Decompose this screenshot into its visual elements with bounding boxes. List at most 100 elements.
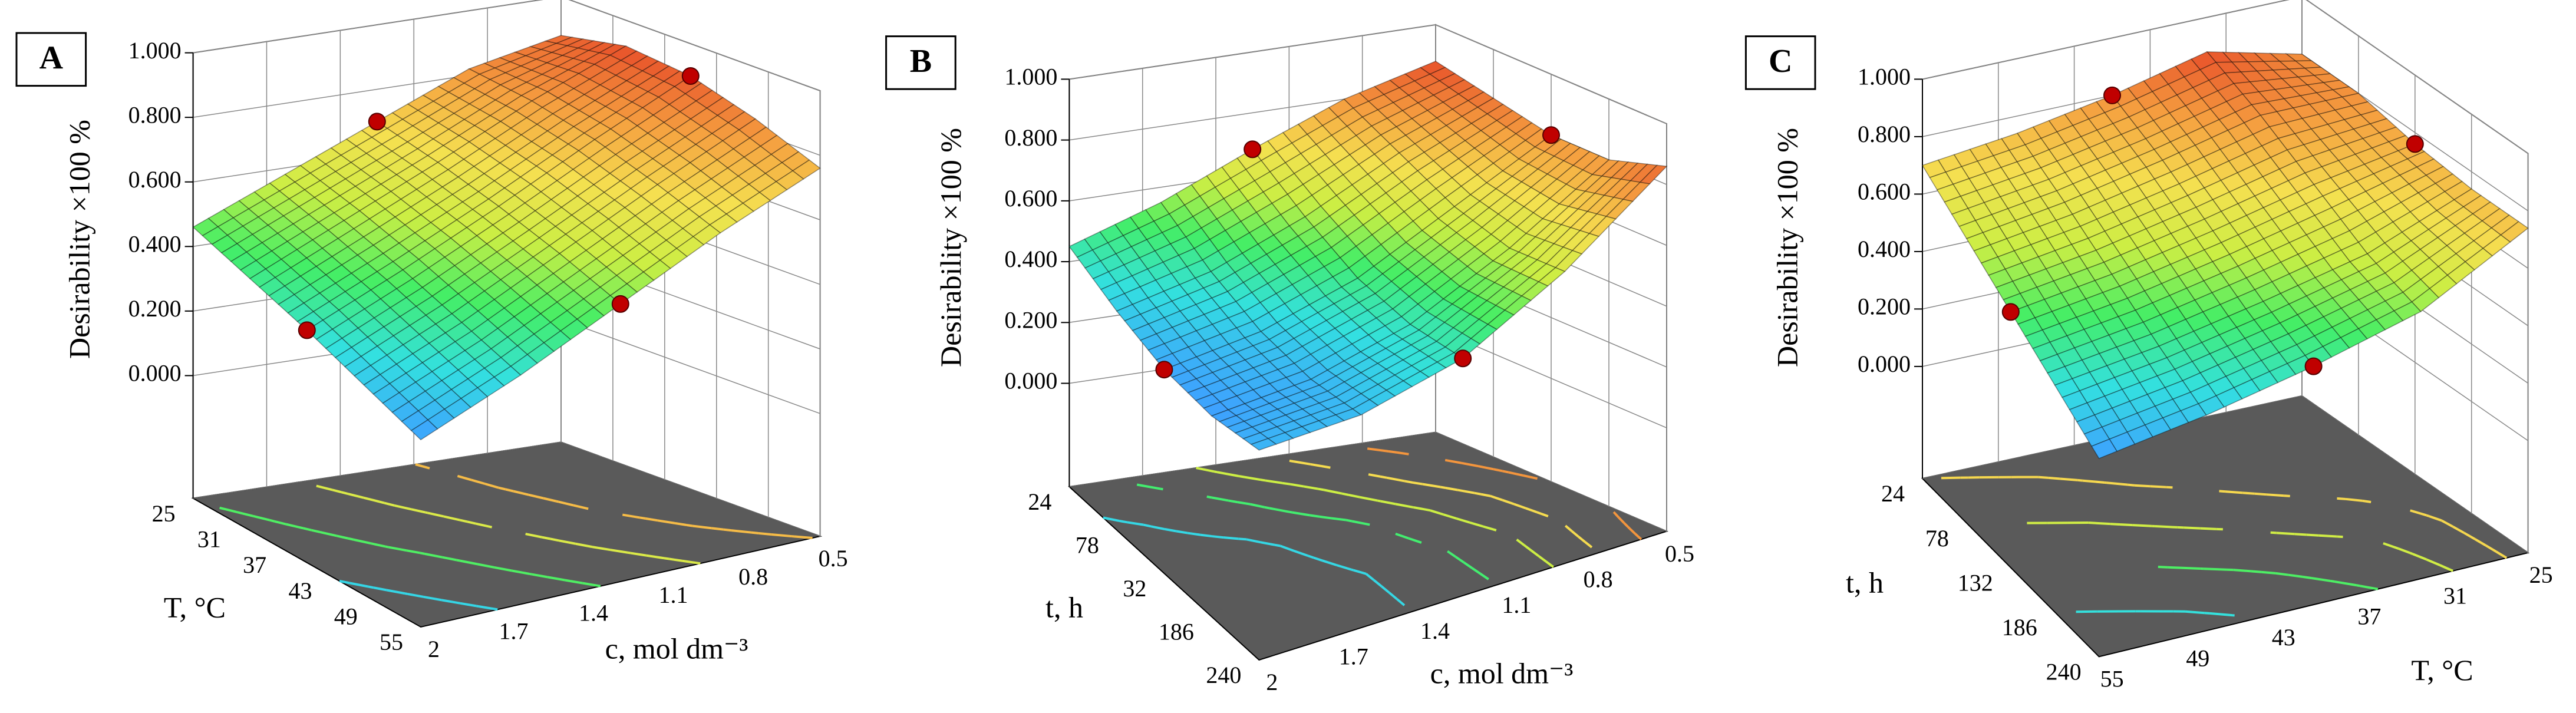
z-tick-label: 0.400 <box>128 230 182 257</box>
contour <box>2410 509 2427 517</box>
x-tick-label: 37 <box>243 552 266 578</box>
design-point <box>2103 86 2121 104</box>
panel-label: B <box>910 43 932 80</box>
contour <box>1612 511 1620 519</box>
y-tick-label: 55 <box>2100 666 2124 692</box>
contour <box>238 511 253 517</box>
contour <box>2209 612 2233 617</box>
contour <box>674 521 687 526</box>
contour <box>542 536 551 540</box>
contour <box>645 554 665 560</box>
y-tick-label: 49 <box>2186 645 2209 671</box>
design-point <box>611 295 629 313</box>
contour <box>316 484 333 491</box>
contour <box>1239 475 1261 481</box>
contour <box>1196 467 1215 473</box>
contour <box>415 463 430 470</box>
x-axis-label: t, h <box>1045 590 1083 623</box>
contour <box>2106 481 2128 486</box>
contour <box>2185 610 2205 615</box>
contour <box>319 530 338 537</box>
surface-cell <box>2109 431 2136 452</box>
grid-line <box>1922 0 2529 154</box>
contour <box>1353 569 1367 575</box>
contour <box>1525 507 1538 514</box>
y-tick-label: 1.4 <box>579 600 608 626</box>
contour <box>2038 476 2049 479</box>
contour <box>1628 527 1637 535</box>
contour <box>1348 493 1360 499</box>
contour <box>2132 524 2152 527</box>
surface-cell <box>2429 274 2458 299</box>
contour <box>2060 477 2078 481</box>
y-tick-label: 1.7 <box>1339 643 1368 669</box>
y-tick-label: 0.5 <box>1665 540 1694 567</box>
z-tick-label: 0.200 <box>1004 306 1057 333</box>
contour <box>575 542 593 549</box>
contour <box>1444 486 1458 491</box>
contour <box>385 545 388 549</box>
y-tick-label: 2 <box>1266 669 1278 695</box>
contour <box>592 546 611 552</box>
z-tick-label: 0.000 <box>1858 351 1911 377</box>
contour <box>758 532 771 536</box>
contour <box>373 586 387 592</box>
contour <box>1523 544 1532 552</box>
contour <box>1380 500 1396 506</box>
contour <box>692 524 712 530</box>
z-axis-label: Desirability ×100 % <box>934 128 967 367</box>
contour <box>2088 521 2110 526</box>
z-tick-label: 0.800 <box>1004 124 1057 151</box>
contour <box>1150 525 1165 530</box>
contour <box>476 522 493 529</box>
surface-cell <box>460 387 489 408</box>
contour <box>384 501 395 507</box>
contour <box>1502 470 1509 474</box>
contour <box>1462 461 1479 468</box>
contour <box>1176 530 1188 534</box>
y-tick-label: 0.8 <box>1584 566 1613 592</box>
contour <box>529 572 533 576</box>
design-point <box>1155 361 1173 379</box>
contour <box>1321 464 1331 469</box>
contour <box>1545 560 1555 568</box>
contour <box>1223 536 1239 540</box>
contour <box>2428 514 2442 522</box>
contour <box>2356 584 2360 587</box>
design-point <box>1454 349 1472 368</box>
contour <box>731 529 751 534</box>
contour <box>2225 490 2243 494</box>
contour <box>1502 499 1515 506</box>
x-tick-label: 186 <box>2002 614 2037 641</box>
contour <box>219 506 237 513</box>
x-axis-label: T, °C <box>164 590 226 623</box>
contour <box>1318 487 1324 491</box>
contour <box>253 514 271 521</box>
x-tick-label: 43 <box>288 577 312 604</box>
x-tick-label: 132 <box>1958 569 1993 596</box>
contour <box>2082 479 2105 484</box>
x-tick-label: 240 <box>1206 662 1241 688</box>
x-tick-label: 49 <box>334 603 358 629</box>
contour <box>1396 598 1406 606</box>
contour <box>404 592 408 595</box>
contour <box>2306 533 2319 537</box>
contour <box>1319 515 1331 520</box>
contour <box>1413 506 1431 512</box>
contour <box>479 605 498 611</box>
contour <box>1413 481 1423 486</box>
x-tick-label: 78 <box>1925 525 1949 552</box>
contour <box>1457 488 1475 494</box>
contour <box>1206 495 1212 499</box>
contour <box>354 538 371 545</box>
z-tick-label: 1.000 <box>128 37 182 64</box>
y-tick-label: 25 <box>2529 562 2553 588</box>
contour <box>347 493 364 499</box>
contour <box>2168 566 2181 569</box>
contour <box>771 533 792 538</box>
panel-label-box <box>1744 35 1816 90</box>
contour <box>1160 487 1163 491</box>
contour <box>1324 488 1343 495</box>
contour <box>1310 463 1321 467</box>
